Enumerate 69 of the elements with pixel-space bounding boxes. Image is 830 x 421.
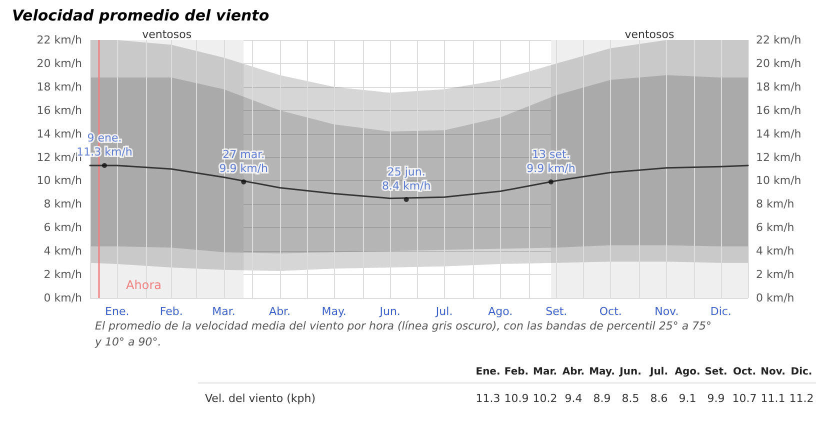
y2-tick-label: 0 km/h (756, 292, 794, 304)
text: Mar. (532, 366, 558, 378)
x-tick-label: Dic. (710, 305, 732, 318)
y2-tick-label: 16 km/h (756, 104, 802, 117)
x-tick-label: Abr. (269, 305, 291, 318)
text: 11.1 (760, 392, 786, 405)
chart-title: Velocidad promedio del viento (12, 6, 270, 24)
text: 11.3 (476, 392, 500, 405)
text: Ene. (476, 366, 500, 378)
text: 10.9 (504, 392, 529, 405)
y-tick-label: 0 km/h (44, 292, 82, 304)
x-tick-label: Set. (546, 305, 568, 318)
text: 8.6 (650, 392, 668, 405)
y-tick-label: 2 km/h (44, 268, 82, 282)
text: Jul. (650, 366, 668, 378)
x-tick-label: Mar. (212, 305, 236, 318)
line-series (89, 164, 749, 200)
text: May. (589, 366, 615, 378)
band-label: ventosos (142, 28, 192, 41)
text: 10.2 (532, 392, 558, 405)
text: El promedio de la velocidad media del viento por hora (línea gris oscuro), con las bandas de percentil 25° a 75° y 10° a 90°. (94, 320, 716, 348)
y-tick-label: 20 km/h (36, 56, 82, 70)
y-tick-label: 16 km/h (36, 104, 82, 117)
x-tick-label: May. (322, 305, 346, 318)
x-tick-label: Ago. (488, 305, 513, 318)
y-tick-label: 22 km/h (36, 34, 82, 46)
band-label: ventosos (624, 28, 674, 41)
text: Dic. (790, 366, 812, 378)
text: Feb. (504, 366, 529, 378)
y2-tick-label: 6 km/h (756, 221, 794, 234)
y-tick-label: 10 km/h (36, 174, 82, 188)
ref-line-label: Ahora (126, 278, 162, 292)
y2-tick-label: 2 km/h (756, 268, 794, 282)
y2-tick-label: 18 km/h (756, 80, 802, 94)
text: 10.7 (732, 392, 757, 405)
text: Jun. (620, 366, 642, 378)
y2-tick-label: 22 km/h (756, 34, 802, 46)
y2-tick-label: 14 km/h (756, 127, 802, 140)
text: 8.5 (622, 392, 640, 405)
text: Oct. (732, 366, 756, 378)
text: Nov. (760, 366, 786, 378)
y-tick-label: 4 km/h (44, 244, 82, 258)
text: Set. (704, 366, 728, 378)
text: 11.2 (789, 392, 814, 405)
y2-tick-label: 20 km/h (756, 56, 802, 70)
annotation: 27 mar. 9.9 km/h (219, 148, 268, 175)
text: Abr. (562, 366, 585, 378)
y2-tick-label: 4 km/h (756, 244, 794, 258)
text: 9.4 (564, 392, 582, 405)
x-tick-label: Feb. (160, 305, 183, 318)
text: Ago. (674, 366, 700, 378)
y2-tick-label: 12 km/h (756, 150, 802, 164)
y-tick-label: 6 km/h (44, 221, 82, 234)
y2-tick-label: 10 km/h (756, 174, 802, 188)
y-tick-label: 8 km/h (44, 198, 82, 211)
y-tick-label: 18 km/h (36, 80, 82, 94)
annotation: 25 jun. 8.4 km/h (382, 165, 431, 192)
y2-tick-label: 8 km/h (756, 198, 794, 211)
x-tick-label: Jul. (434, 305, 453, 318)
text: 9.1 (678, 392, 696, 405)
annotation: 13 set. 9.9 km/h (526, 148, 576, 175)
text: 8.9 (593, 392, 611, 405)
text: Vel. del viento (kph) (205, 392, 316, 405)
x-tick-label: Nov. (654, 305, 679, 318)
x-tick-label: Ene. (105, 305, 130, 318)
x-tick-label: Jun. (378, 305, 400, 318)
y-tick-label: 14 km/h (36, 127, 82, 140)
text: 9.9 (707, 392, 725, 405)
x-tick-label: Oct. (599, 305, 622, 318)
